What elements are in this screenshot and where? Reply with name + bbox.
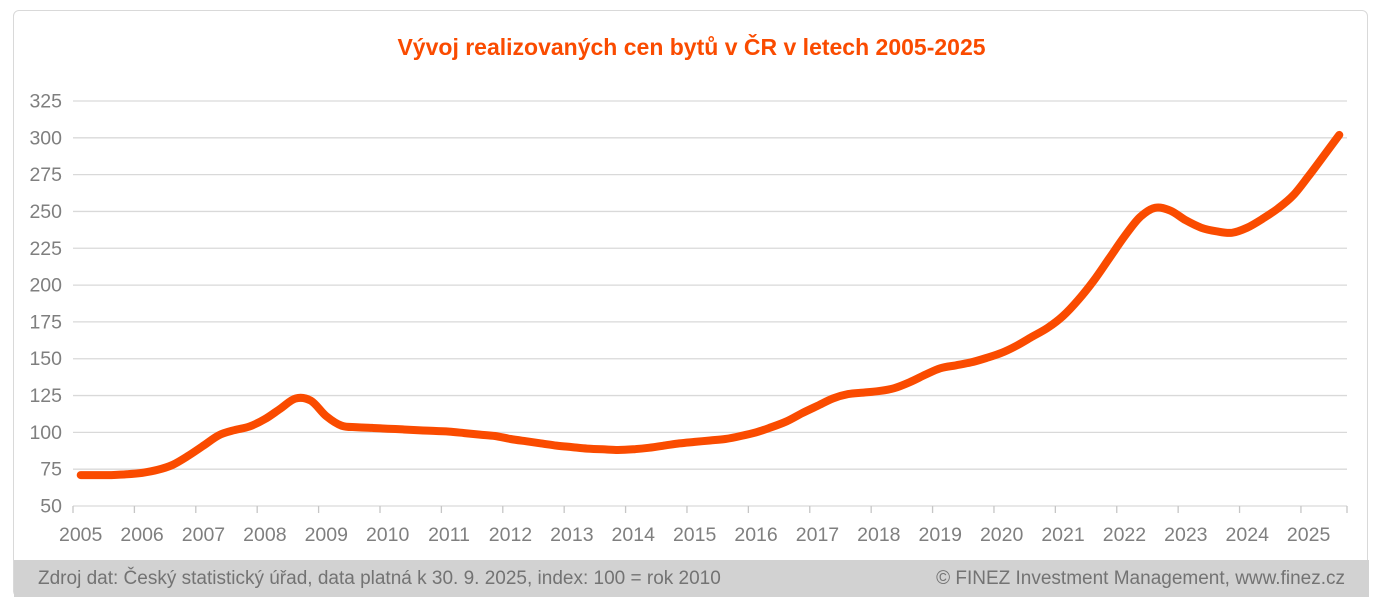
x-axis-label: 2012 bbox=[489, 524, 532, 546]
y-axis-label: 100 bbox=[29, 422, 62, 444]
x-axis-label: 2006 bbox=[120, 524, 163, 546]
x-axis-label: 2016 bbox=[734, 524, 777, 546]
x-axis-label: 2010 bbox=[366, 524, 410, 546]
x-axis-label: 2009 bbox=[305, 524, 348, 546]
x-axis-label: 2022 bbox=[1103, 524, 1146, 546]
x-axis-label: 2023 bbox=[1164, 524, 1207, 546]
price-index-line bbox=[76, 130, 1344, 480]
y-axis-label: 250 bbox=[29, 201, 62, 223]
x-axis-label: 2014 bbox=[612, 524, 656, 546]
x-axis-label: 2017 bbox=[796, 524, 839, 546]
x-axis-label: 2008 bbox=[243, 524, 286, 546]
y-axis-label: 300 bbox=[29, 127, 62, 149]
x-axis-label: 2018 bbox=[857, 524, 900, 546]
x-axis-label: 2020 bbox=[980, 524, 1024, 546]
y-axis-label: 125 bbox=[29, 385, 62, 407]
y-axis-label: 325 bbox=[29, 91, 62, 113]
footer-copyright: © FINEZ Investment Management, www.finez… bbox=[936, 567, 1345, 589]
footer-bar: Zdroj dat: Český statistický úřad, data … bbox=[14, 560, 1369, 597]
x-axis-label: 2015 bbox=[673, 524, 717, 546]
y-axis-label: 275 bbox=[29, 164, 62, 186]
x-axis-label: 2025 bbox=[1287, 524, 1331, 546]
x-axis-label: 2021 bbox=[1041, 524, 1084, 546]
x-axis-label: 2005 bbox=[59, 524, 103, 546]
y-axis-label: 175 bbox=[29, 311, 62, 333]
y-axis-label: 50 bbox=[40, 496, 62, 518]
footer-source-note: Zdroj dat: Český statistický úřad, data … bbox=[38, 567, 721, 589]
y-axis-label: 150 bbox=[29, 348, 62, 370]
x-axis-label: 2007 bbox=[182, 524, 225, 546]
x-axis-label: 2011 bbox=[428, 524, 470, 546]
x-axis-label: 2013 bbox=[550, 524, 593, 546]
x-axis-label: 2019 bbox=[919, 524, 962, 546]
y-axis-label: 200 bbox=[29, 275, 62, 297]
y-axis-label: 225 bbox=[29, 238, 62, 260]
chart-title: Vývoj realizovaných cen bytů v ČR v lete… bbox=[397, 34, 986, 60]
x-axis-label: 2024 bbox=[1226, 524, 1270, 546]
y-axis-label: 75 bbox=[40, 459, 62, 481]
